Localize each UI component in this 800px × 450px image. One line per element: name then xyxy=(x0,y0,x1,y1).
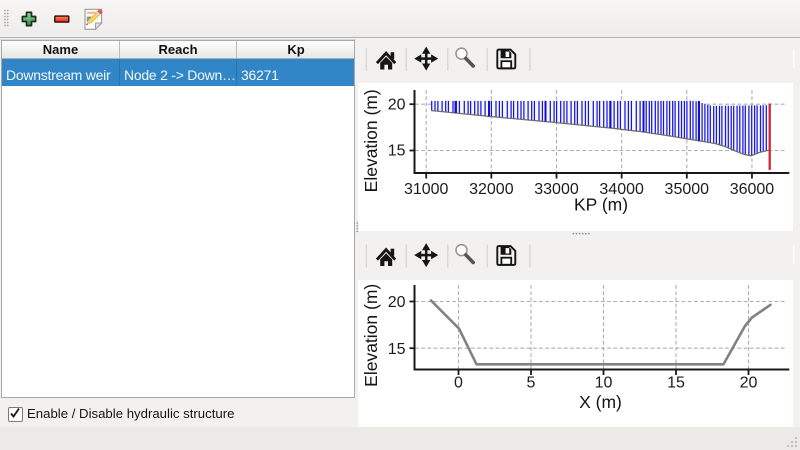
svg-text:10: 10 xyxy=(595,375,613,392)
svg-text:15: 15 xyxy=(388,341,406,358)
svg-text:Elevation (m): Elevation (m) xyxy=(361,89,381,192)
svg-text:34000: 34000 xyxy=(599,181,644,198)
svg-text:20: 20 xyxy=(388,294,406,311)
svg-text:15: 15 xyxy=(667,375,685,392)
svg-text:5: 5 xyxy=(527,375,536,392)
svg-text:KP (m): KP (m) xyxy=(574,195,628,215)
svg-text:20: 20 xyxy=(388,96,406,113)
svg-text:36000: 36000 xyxy=(730,181,775,198)
svg-text:33000: 33000 xyxy=(534,181,579,198)
svg-text:32000: 32000 xyxy=(469,181,514,198)
svg-text:35000: 35000 xyxy=(665,181,710,198)
svg-text:20: 20 xyxy=(740,375,758,392)
svg-text:X (m): X (m) xyxy=(579,392,622,412)
svg-text:31000: 31000 xyxy=(404,181,449,198)
svg-text:0: 0 xyxy=(454,375,463,392)
svg-text:Elevation (m): Elevation (m) xyxy=(361,284,381,387)
svg-text:15: 15 xyxy=(388,143,406,160)
